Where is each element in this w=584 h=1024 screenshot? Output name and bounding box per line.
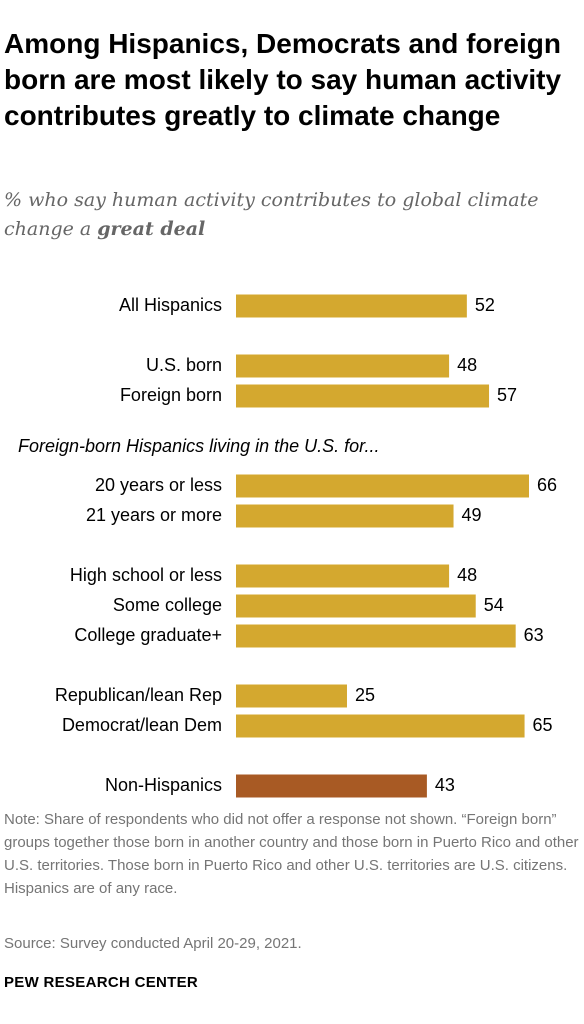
- category-label-u-s-born: U.S. born: [146, 355, 222, 375]
- bar-21-years-or-more: [236, 504, 454, 528]
- category-label-republican-lean-rep: Republican/lean Rep: [55, 685, 222, 705]
- value-label-foreign-born: 57: [497, 385, 517, 405]
- value-label-u-s-born: 48: [457, 355, 477, 375]
- pew-brand-logo: PEW RESEARCH CENTER: [4, 974, 199, 991]
- chart-note: Note: Share of respondents who did not o…: [4, 811, 579, 897]
- category-label-college-graduate: College graduate+: [74, 625, 222, 645]
- chart-title: Among Hispanics, Democrats and foreign b…: [4, 28, 562, 131]
- category-label-foreign-born: Foreign born: [120, 385, 222, 405]
- value-label-21-years-or-more: 49: [462, 505, 482, 525]
- bar-u-s-born: [236, 354, 450, 378]
- value-label-college-graduate: 63: [524, 625, 544, 645]
- value-label-democrat-lean-dem: 65: [533, 715, 553, 735]
- bar-some-college: [236, 594, 476, 618]
- bar-foreign-born: [236, 384, 490, 408]
- bar-20-years-or-less: [236, 474, 529, 498]
- value-label-20-years-or-less: 66: [537, 475, 557, 495]
- bar-democrat-lean-dem: [236, 714, 525, 738]
- bar-non-hispanics: [236, 774, 427, 798]
- category-label-democrat-lean-dem: Democrat/lean Dem: [62, 715, 222, 735]
- category-label-20-years-or-less: 20 years or less: [95, 475, 222, 495]
- value-label-non-hispanics: 43: [435, 775, 455, 795]
- chart-source: Source: Survey conducted April 20-29, 20…: [4, 935, 302, 952]
- bar-college-graduate: [236, 624, 516, 648]
- category-label-high-school-or-less: High school or less: [70, 565, 222, 585]
- value-label-high-school-or-less: 48: [457, 565, 477, 585]
- bar-chart: Foreign-born Hispanics living in the U.S…: [18, 294, 557, 798]
- section-label: Foreign-born Hispanics living in the U.S…: [18, 436, 380, 456]
- bar-all-hispanics: [236, 294, 467, 318]
- chart-subtitle: % who say human activity contributes to …: [4, 186, 576, 244]
- bar-republican-lean-rep: [236, 684, 347, 708]
- category-label-21-years-or-more: 21 years or more: [86, 505, 222, 525]
- subtitle-text: % who say human activity contributes to …: [4, 189, 539, 240]
- category-label-some-college: Some college: [113, 595, 222, 615]
- value-label-some-college: 54: [484, 595, 504, 615]
- category-label-all-hispanics: All Hispanics: [119, 295, 222, 315]
- value-label-all-hispanics: 52: [475, 295, 495, 315]
- bar-high-school-or-less: [236, 564, 450, 588]
- category-label-non-hispanics: Non-Hispanics: [105, 775, 222, 795]
- subtitle-emphasis: great deal: [97, 218, 206, 240]
- value-label-republican-lean-rep: 25: [355, 685, 375, 705]
